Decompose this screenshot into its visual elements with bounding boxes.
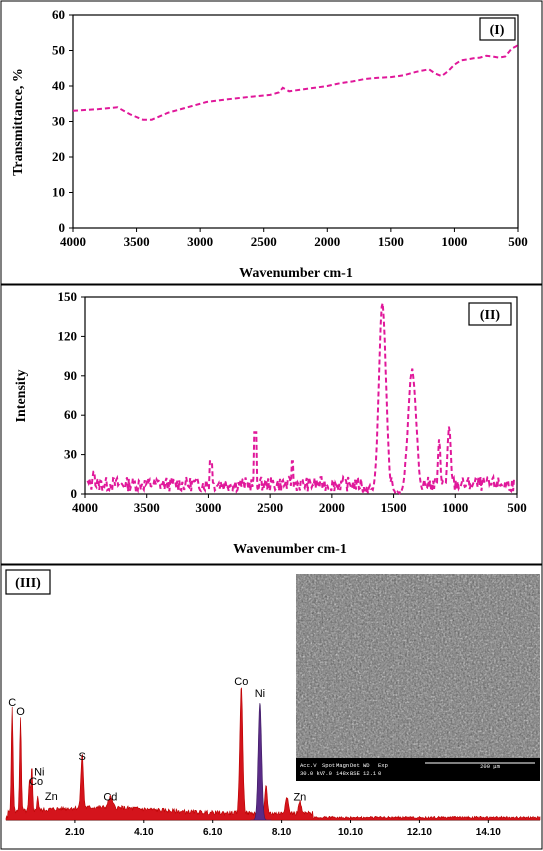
sem-field-label: Exp — [378, 762, 388, 769]
raman-x-tick-label: 1000 — [442, 500, 468, 515]
raman-chart: 4000 3500 3000 2500 2000 1500 1000 500 0 30 60 90 1… — [14, 289, 527, 557]
sem-field-label: Spot — [322, 762, 335, 769]
raman-y-tick-label: 120 — [58, 328, 78, 343]
raman-x-tick-label: 2500 — [257, 500, 283, 515]
sem-field-label: Acc.V — [300, 762, 317, 769]
panel-II-border — [0, 284, 543, 565]
sem-field-label: WD — [363, 762, 370, 769]
raman-x-axis-label: Wavenumber cm-1 — [233, 542, 347, 557]
ftir-x-axis-label: Wavenumber cm-1 — [239, 266, 353, 281]
sem-scale-label: 200 μm — [480, 763, 501, 770]
eds-peak-label: Zn — [293, 792, 306, 804]
raman-plot-frame — [84, 296, 518, 495]
eds-peak-label: Cd — [103, 792, 117, 804]
raman-x-tick-label: 4000 — [72, 500, 98, 515]
sem-field-value: 0 — [378, 770, 381, 777]
raman-y-ticks: 0 30 60 90 120 150 — [58, 289, 85, 501]
raman-y-tick-label: 150 — [58, 289, 78, 304]
panel-I-border — [0, 0, 543, 285]
eds-x-tick-label: 4.10 — [134, 827, 154, 838]
raman-y-tick-label: 30 — [64, 447, 77, 462]
eds-x-tick-label: 6.10 — [203, 827, 223, 838]
ftir-y-tick-label: 30 — [52, 114, 65, 129]
ftir-series-line — [72, 44, 519, 121]
eds-spectrum-area — [5, 687, 541, 821]
sem-field-value: 30.0 kV — [300, 770, 324, 777]
eds-x-tick-label: 14.10 — [476, 827, 501, 838]
panel-tag-I-box — [479, 17, 516, 41]
ftir-x-tick-label: 1000 — [441, 234, 467, 249]
ftir-y-tick-label: 10 — [52, 185, 65, 200]
raman-x-ticks: 4000 3500 3000 2500 2000 1500 1000 500 — [72, 494, 527, 515]
raman-x-tick-label: 3000 — [195, 500, 221, 515]
eds-peak-label: Zn — [45, 791, 58, 803]
raman-x-tick-label: 1500 — [381, 500, 407, 515]
sem-image-texture — [296, 574, 540, 781]
sem-field-value: BSE — [350, 770, 361, 777]
ftir-y-tick-label: 0 — [59, 220, 66, 235]
panel-tag-II: (II) — [480, 308, 501, 323]
raman-x-tick-label: 2000 — [319, 500, 345, 515]
eds-peak-label: Ni — [255, 688, 265, 700]
eds-peak-label: Co — [234, 676, 248, 688]
eds-peak-label: Co — [29, 776, 43, 788]
sem-field-label: Det — [350, 762, 360, 769]
ftir-x-tick-label: 1500 — [378, 234, 404, 249]
sem-info-bar — [296, 758, 540, 781]
ftir-y-tick-label: 60 — [52, 7, 65, 22]
ftir-x-tick-label: 2500 — [251, 234, 277, 249]
eds-ni-peak-area — [250, 702, 272, 821]
ftir-plot-frame — [72, 14, 519, 229]
ftir-x-tick-label: 2000 — [314, 234, 340, 249]
raman-x-tick-label: 500 — [507, 500, 527, 515]
raman-x-tick-label: 3500 — [134, 500, 160, 515]
raman-y-axis-label: Intensity — [14, 370, 29, 423]
panel-tag-II-box — [468, 302, 512, 326]
ftir-y-tick-label: 20 — [52, 149, 65, 164]
ftir-y-tick-label: 50 — [52, 43, 65, 58]
panel-tag-I: (I) — [490, 23, 505, 38]
sem-field-value: 12.1 — [363, 770, 377, 777]
eds-x-tick-label: 8.10 — [272, 827, 292, 838]
panel-tag-III: (III) — [15, 576, 41, 591]
ftir-x-ticks: 4000 3500 3000 2500 2000 1500 1000 500 — [60, 228, 528, 249]
eds-peak-label: Ni — [34, 767, 44, 779]
ftir-x-tick-label: 3000 — [187, 234, 213, 249]
ftir-x-tick-label: 4000 — [60, 234, 86, 249]
sem-field-label: Magn — [336, 762, 349, 769]
panel-III-border — [0, 564, 543, 850]
ftir-y-axis-label: Transmittance, % — [11, 68, 26, 176]
raman-y-tick-label: 90 — [64, 368, 77, 383]
eds-x-tick-label: 10.10 — [338, 827, 363, 838]
eds-peak-label: C — [8, 697, 16, 709]
eds-x-tick-label: 12.10 — [407, 827, 432, 838]
sem-field-value: 148x — [336, 770, 350, 777]
eds-x-ticks: 2.10 4.10 6.10 8.10 10.10 12.10 14.10 — [65, 820, 501, 838]
sem-field-value: 7.0 — [322, 770, 332, 777]
raman-y-tick-label: 60 — [64, 407, 77, 422]
ftir-y-tick-label: 40 — [52, 78, 65, 93]
eds-peak-label: O — [16, 706, 25, 718]
panel-tag-III-box — [5, 569, 51, 595]
raman-y-tick-label: 0 — [71, 486, 78, 501]
eds-x-tick-label: 2.10 — [65, 827, 85, 838]
ftir-chart: 4000 3500 3000 2500 2000 1500 1000 500 0 10 20 30 4… — [11, 7, 528, 281]
ftir-x-tick-label: 500 — [508, 234, 528, 249]
ftir-y-ticks: 0 10 20 30 40 50 60 — [52, 7, 73, 235]
ftir-x-tick-label: 3500 — [124, 234, 150, 249]
raman-series-line — [86, 302, 515, 496]
eds-peak-label: S — [78, 751, 85, 763]
